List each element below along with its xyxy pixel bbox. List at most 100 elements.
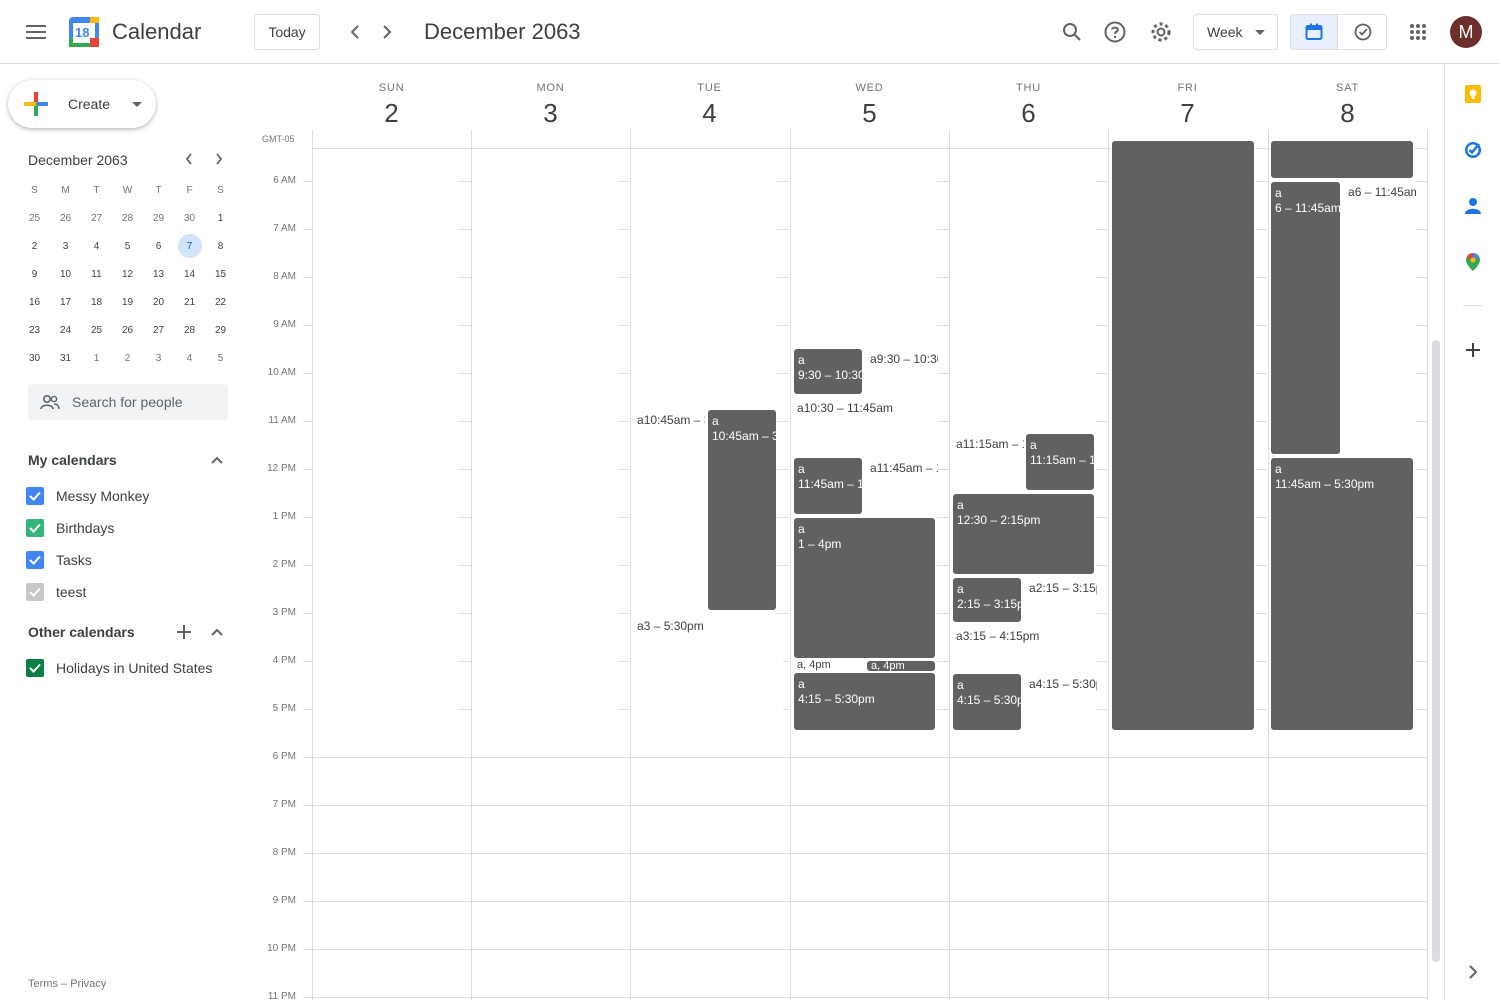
today-button[interactable]: Today	[254, 14, 320, 50]
mini-day[interactable]: 29	[205, 316, 236, 344]
search-people-input[interactable]: Search for people	[28, 384, 228, 420]
day-number[interactable]: 7	[1180, 98, 1195, 128]
calendar-event[interactable]	[1111, 140, 1255, 731]
calendar-item-messy-monkey[interactable]: Messy Monkey	[26, 484, 149, 508]
day-number[interactable]: 5	[862, 98, 877, 128]
calendar-event[interactable]: a, 4pm	[793, 660, 865, 672]
mini-day[interactable]: 28	[112, 204, 143, 232]
mini-day[interactable]: 30	[174, 204, 205, 232]
mini-day[interactable]: 4	[81, 232, 112, 260]
collapse-my-calendars-button[interactable]	[204, 447, 230, 473]
calendar-event[interactable]: a11:15am – 1	[952, 433, 1024, 493]
day-header-tue[interactable]: TUE 4	[630, 82, 789, 129]
calendar-logo[interactable]: 18	[68, 16, 100, 48]
grid-scrollbar[interactable]	[1432, 340, 1440, 962]
view-selector[interactable]: Week	[1193, 14, 1278, 50]
mini-day[interactable]: 2	[19, 232, 50, 260]
help-button[interactable]	[1095, 12, 1135, 52]
calendar-item-teest[interactable]: teest	[26, 580, 86, 604]
mini-day[interactable]: 23	[19, 316, 50, 344]
mini-day[interactable]: 26	[112, 316, 143, 344]
day-header-thu[interactable]: THU 6	[949, 82, 1108, 129]
day-number[interactable]: 4	[702, 98, 717, 128]
calendar-event[interactable]: a4:15 – 5:30pm	[1025, 673, 1097, 731]
mini-next-month-button[interactable]	[206, 146, 232, 172]
mini-day[interactable]: 1	[81, 344, 112, 372]
day-header-mon[interactable]: MON 3	[471, 82, 630, 129]
mini-day[interactable]: 8	[205, 232, 236, 260]
mini-day-selected[interactable]: 7	[174, 232, 205, 260]
day-number[interactable]: 3	[543, 98, 558, 128]
apps-button[interactable]	[1398, 12, 1438, 52]
mini-day[interactable]: 17	[50, 288, 81, 316]
calendar-event[interactable]: a2:15 – 3:15pm	[952, 577, 1022, 623]
mini-day[interactable]: 29	[143, 204, 174, 232]
day-header-sat[interactable]: SAT 8	[1268, 82, 1427, 129]
calendar-checkbox[interactable]	[26, 551, 44, 569]
calendar-item-holidays-in-united-states[interactable]: Holidays in United States	[26, 656, 212, 680]
calendar-view-toggle[interactable]	[1290, 14, 1338, 50]
mini-day[interactable]: 11	[81, 260, 112, 288]
search-button[interactable]	[1052, 12, 1092, 52]
calendar-item-birthdays[interactable]: Birthdays	[26, 516, 114, 540]
mini-day[interactable]: 22	[205, 288, 236, 316]
tasks-view-toggle[interactable]	[1339, 14, 1387, 50]
mini-day[interactable]: 14	[174, 260, 205, 288]
calendar-event[interactable]: a6 – 11:45am	[1344, 181, 1416, 455]
create-button[interactable]: Create	[8, 80, 156, 128]
calendar-event[interactable]: a 12:30 – 2:15pm	[952, 493, 1095, 575]
mini-day[interactable]: 19	[112, 288, 143, 316]
calendar-checkbox[interactable]	[26, 487, 44, 505]
day-header-fri[interactable]: FRI 7	[1108, 82, 1267, 129]
calendar-checkbox[interactable]	[26, 519, 44, 537]
mini-day[interactable]: 26	[50, 204, 81, 232]
calendar-event[interactable]	[1270, 140, 1414, 179]
mini-day[interactable]: 4	[174, 344, 205, 372]
terms-link[interactable]: Terms	[28, 978, 58, 990]
settings-button[interactable]	[1141, 12, 1181, 52]
mini-day[interactable]: 25	[81, 316, 112, 344]
keep-icon[interactable]	[1463, 84, 1483, 104]
contacts-icon[interactable]	[1463, 196, 1483, 216]
mini-prev-month-button[interactable]	[176, 146, 202, 172]
main-menu-button[interactable]	[16, 12, 56, 52]
mini-day[interactable]: 27	[143, 316, 174, 344]
calendar-checkbox[interactable]	[26, 659, 44, 677]
calendar-event[interactable]: a10:30 – 11:45am	[793, 397, 938, 457]
maps-icon[interactable]	[1463, 252, 1483, 272]
mini-day[interactable]: 3	[50, 232, 81, 260]
collapse-other-calendars-button[interactable]	[204, 619, 230, 645]
mini-day[interactable]: 27	[81, 204, 112, 232]
mini-day[interactable]: 20	[143, 288, 174, 316]
mini-day[interactable]: 6	[143, 232, 174, 260]
mini-day[interactable]: 9	[19, 260, 50, 288]
mini-day[interactable]: 10	[50, 260, 81, 288]
calendar-event[interactable]: a10:45am – 3	[633, 409, 705, 609]
calendar-event[interactable]: a2:15 – 3:15pm	[1025, 577, 1097, 623]
calendar-event[interactable]: a4:15 – 5:30pm	[952, 673, 1022, 731]
mini-day[interactable]: 2	[112, 344, 143, 372]
privacy-link[interactable]: Privacy	[70, 978, 107, 990]
plus-icon[interactable]	[1463, 340, 1483, 360]
mini-day[interactable]: 12	[112, 260, 143, 288]
mini-day[interactable]: 16	[19, 288, 50, 316]
expand-panel-icon[interactable]	[1463, 962, 1483, 982]
calendar-event[interactable]: a9:30 – 10:30	[866, 348, 938, 395]
mini-day[interactable]: 30	[19, 344, 50, 372]
mini-day[interactable]: 3	[143, 344, 174, 372]
mini-day[interactable]: 31	[50, 344, 81, 372]
tasks-icon[interactable]	[1463, 140, 1483, 160]
calendar-checkbox[interactable]	[26, 583, 44, 601]
mini-day[interactable]: 15	[205, 260, 236, 288]
day-header-wed[interactable]: WED 5	[790, 82, 949, 129]
mini-day[interactable]: 5	[205, 344, 236, 372]
calendar-event[interactable]: a3 – 5:30pm	[633, 615, 783, 727]
mini-day[interactable]: 13	[143, 260, 174, 288]
